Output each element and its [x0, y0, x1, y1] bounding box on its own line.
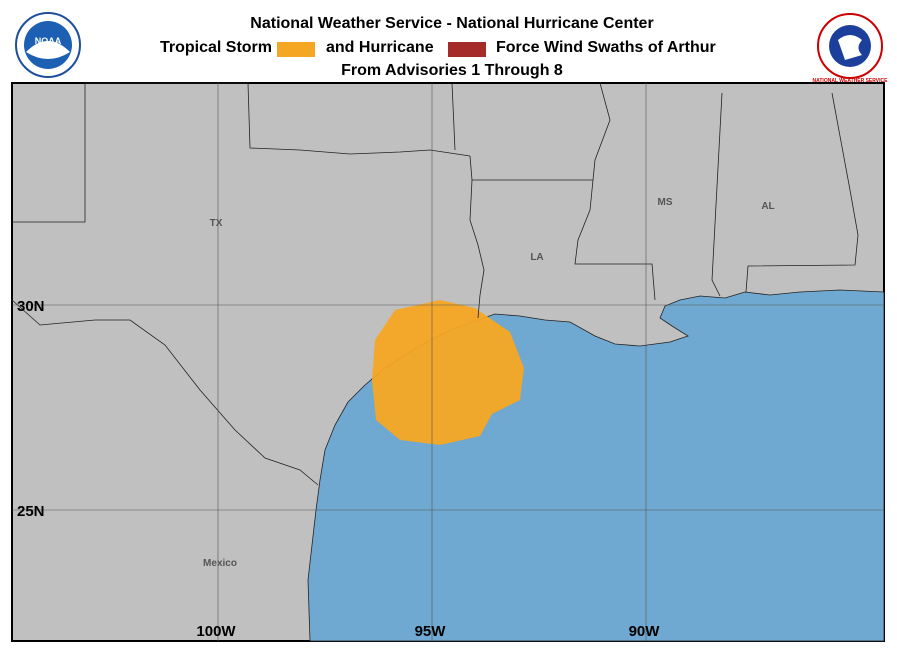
legend-label: and Hurricane — [326, 39, 434, 56]
subtitle: From Advisories 1 Through 8 — [341, 62, 563, 79]
legend-label: Tropical Storm — [160, 39, 272, 56]
lat-label: 30N — [17, 298, 45, 315]
legend-swatch — [448, 42, 486, 57]
country-border — [11, 299, 319, 486]
state-border — [711, 92, 723, 297]
state-border — [451, 82, 456, 151]
state-border — [592, 82, 611, 181]
lon-label: 90W — [629, 623, 661, 640]
lon-label: 100W — [196, 623, 236, 640]
place-label: AL — [761, 201, 774, 212]
place-label: Mexico — [203, 558, 237, 569]
legend-text: Force Wind Swaths of Arthur — [496, 39, 716, 56]
place-label: LA — [530, 252, 543, 263]
lat-label: 25N — [17, 503, 45, 520]
place-label: MS — [658, 197, 673, 208]
wind-swath — [372, 300, 524, 445]
state-border — [12, 83, 86, 223]
lon-label: 95W — [415, 623, 447, 640]
logo-text: NATIONAL WEATHER SERVICE — [813, 78, 889, 84]
nws-logo: NATIONAL WEATHER SERVICE — [813, 13, 889, 84]
map: 30N 25N 100W 95W 90W TX LA MS AL Mexico — [11, 82, 885, 642]
state-border — [745, 92, 859, 293]
title: National Weather Service - National Hurr… — [250, 15, 653, 32]
graticule — [12, 83, 884, 641]
logo-text: NOAA — [35, 36, 62, 46]
place-label: TX — [210, 218, 223, 229]
legend-swatch — [277, 42, 315, 57]
state-border — [85, 82, 471, 157]
noaa-logo: NOAA — [15, 12, 81, 78]
